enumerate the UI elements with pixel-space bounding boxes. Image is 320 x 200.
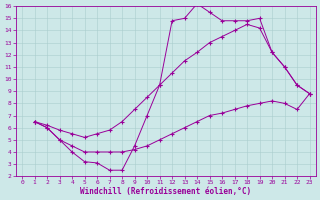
X-axis label: Windchill (Refroidissement éolien,°C): Windchill (Refroidissement éolien,°C) [80, 187, 252, 196]
